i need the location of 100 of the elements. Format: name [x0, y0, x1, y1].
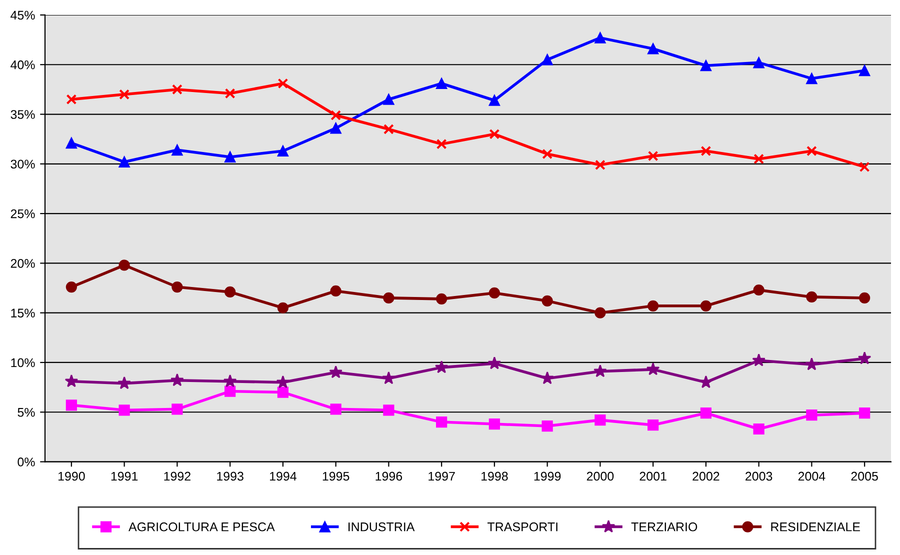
legend-label: TRASPORTI [487, 522, 558, 532]
y-tick-label: 10% [11, 358, 35, 368]
point [700, 146, 712, 156]
x-tick-label: 1999 [534, 472, 561, 481]
point [488, 287, 500, 299]
x-tick-label: 2002 [692, 472, 720, 481]
point [594, 160, 606, 170]
point [330, 110, 342, 120]
point [436, 138, 447, 150]
point [66, 400, 77, 411]
point [223, 374, 237, 388]
point [330, 404, 342, 415]
point [329, 365, 342, 378]
y-tick-label: 30% [10, 160, 35, 169]
point [752, 354, 766, 366]
point [648, 419, 659, 431]
point [277, 386, 288, 398]
point [488, 94, 500, 106]
point [648, 300, 659, 312]
point [330, 122, 342, 134]
x-tick-label: 2005 [851, 472, 878, 481]
point [118, 260, 130, 271]
y-tick-label: 40% [10, 60, 35, 70]
point [277, 145, 288, 157]
x-tick-label: 1991 [111, 472, 138, 481]
y-tick-label: 0% [18, 458, 35, 466]
point [118, 376, 131, 390]
point [170, 373, 184, 386]
point [434, 360, 448, 374]
point [700, 60, 712, 72]
point [753, 284, 764, 296]
y-tick-label: 20% [10, 258, 35, 268]
point [859, 292, 870, 304]
x-tick-label: 1992 [164, 472, 190, 481]
point [594, 364, 607, 378]
point [119, 89, 130, 100]
point [224, 386, 236, 397]
y-tick-label: 25% [10, 209, 35, 218]
point [382, 371, 396, 384]
point [753, 423, 764, 435]
y-tick-label: 45% [10, 10, 35, 20]
point [648, 43, 659, 54]
x-tick-label: 1998 [481, 472, 508, 481]
point [488, 418, 500, 430]
x-tick-label: 1990 [58, 472, 85, 481]
x-tick-label: 1994 [270, 472, 296, 481]
point [859, 65, 870, 76]
point [118, 404, 130, 416]
point [542, 54, 553, 66]
point [383, 404, 394, 416]
point [66, 281, 77, 293]
x-tick-label: 2003 [746, 472, 772, 481]
point [646, 362, 660, 376]
x-tick-label: 2001 [640, 472, 666, 481]
point [66, 138, 77, 149]
x-tick-label: 1996 [376, 472, 402, 481]
point [540, 371, 554, 384]
point [594, 414, 606, 426]
legend-label: AGRICOLTURA E PESCA [128, 522, 275, 532]
point [383, 94, 394, 105]
point [277, 302, 288, 314]
y-tick-label: 35% [10, 110, 35, 119]
point [700, 408, 712, 419]
point [64, 374, 78, 388]
x-tick-label: 1993 [217, 472, 244, 481]
point [859, 162, 870, 172]
legend-label: TERZIARIO [631, 522, 698, 532]
point [858, 352, 872, 364]
point [224, 151, 236, 163]
point [172, 404, 183, 415]
x-tick-label: 2000 [586, 472, 614, 481]
x-tick-label: 1995 [322, 472, 350, 481]
point [172, 281, 183, 293]
point [753, 57, 764, 68]
point [118, 156, 130, 168]
point [859, 408, 870, 419]
point [594, 32, 606, 44]
point [648, 150, 658, 162]
point [330, 285, 342, 297]
point [224, 286, 236, 298]
point [806, 146, 817, 156]
point [276, 375, 290, 388]
y-tick-label: 15% [11, 308, 35, 318]
point [278, 78, 288, 89]
x-tick-label: 1997 [428, 472, 455, 481]
legend-label: RESIDENZIALE [771, 522, 860, 532]
point [542, 420, 553, 432]
point [436, 78, 448, 90]
x-tick-label: 2004 [798, 472, 826, 481]
legend-label: INDUSTRIA [348, 522, 415, 532]
point [172, 84, 182, 95]
point [436, 293, 448, 304]
point [542, 148, 553, 160]
point [488, 356, 502, 370]
point [806, 410, 818, 421]
point [383, 292, 394, 304]
point [436, 416, 448, 428]
point [700, 300, 712, 312]
point [542, 295, 553, 306]
point [594, 307, 606, 318]
